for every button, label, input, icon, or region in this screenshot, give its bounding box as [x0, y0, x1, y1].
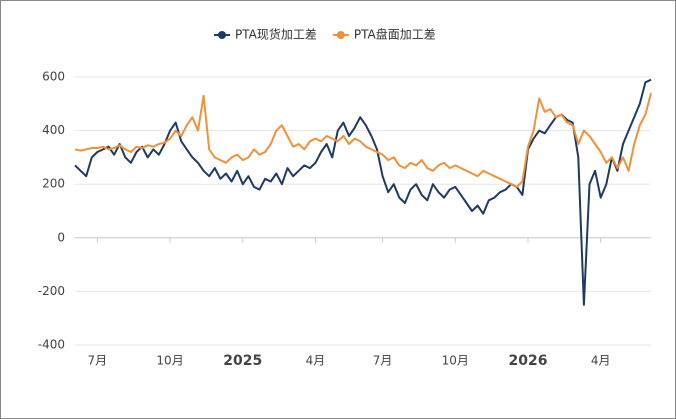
y-tick-label: 0	[57, 230, 65, 244]
x-tick-label: 7月	[88, 354, 108, 368]
line-series	[74, 78, 652, 306]
x-tick-label: 4月	[306, 354, 326, 368]
y-tick-label: 200	[42, 177, 65, 191]
legend-label: PTA盘面加工差	[354, 27, 436, 42]
y-tick-label: 600	[42, 70, 65, 84]
x-tick-label: 10月	[442, 354, 469, 368]
x-tick-label: 10月	[156, 354, 183, 368]
x-tick-label: 7月	[373, 354, 393, 368]
y-tick-label: -200	[38, 284, 65, 298]
x-tick-label: 2026	[508, 353, 547, 369]
legend-item: PTA盘面加工差	[332, 27, 436, 42]
legend-item: PTA现货加工差	[214, 27, 317, 42]
x-tick-label: 4月	[591, 354, 611, 368]
legend-marker	[336, 31, 345, 39]
x-tick-label: 2025	[223, 353, 262, 369]
legend-label: PTA现货加工差	[235, 27, 317, 42]
y-tick-label: -400	[38, 338, 65, 352]
line-series	[74, 92, 652, 188]
legend-marker	[218, 31, 226, 39]
y-tick-label: 400	[42, 123, 65, 137]
